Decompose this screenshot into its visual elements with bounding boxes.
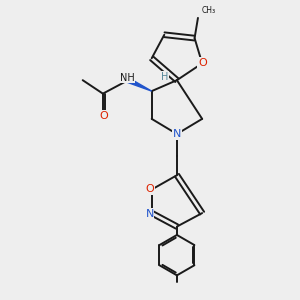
Text: N: N <box>173 129 181 140</box>
Text: H: H <box>161 72 169 82</box>
Polygon shape <box>127 78 152 91</box>
Text: O: O <box>99 111 108 121</box>
Text: NH: NH <box>120 73 135 83</box>
Text: N: N <box>146 208 154 218</box>
Text: O: O <box>145 184 154 194</box>
Text: O: O <box>198 58 207 68</box>
Text: CH₃: CH₃ <box>201 6 215 15</box>
